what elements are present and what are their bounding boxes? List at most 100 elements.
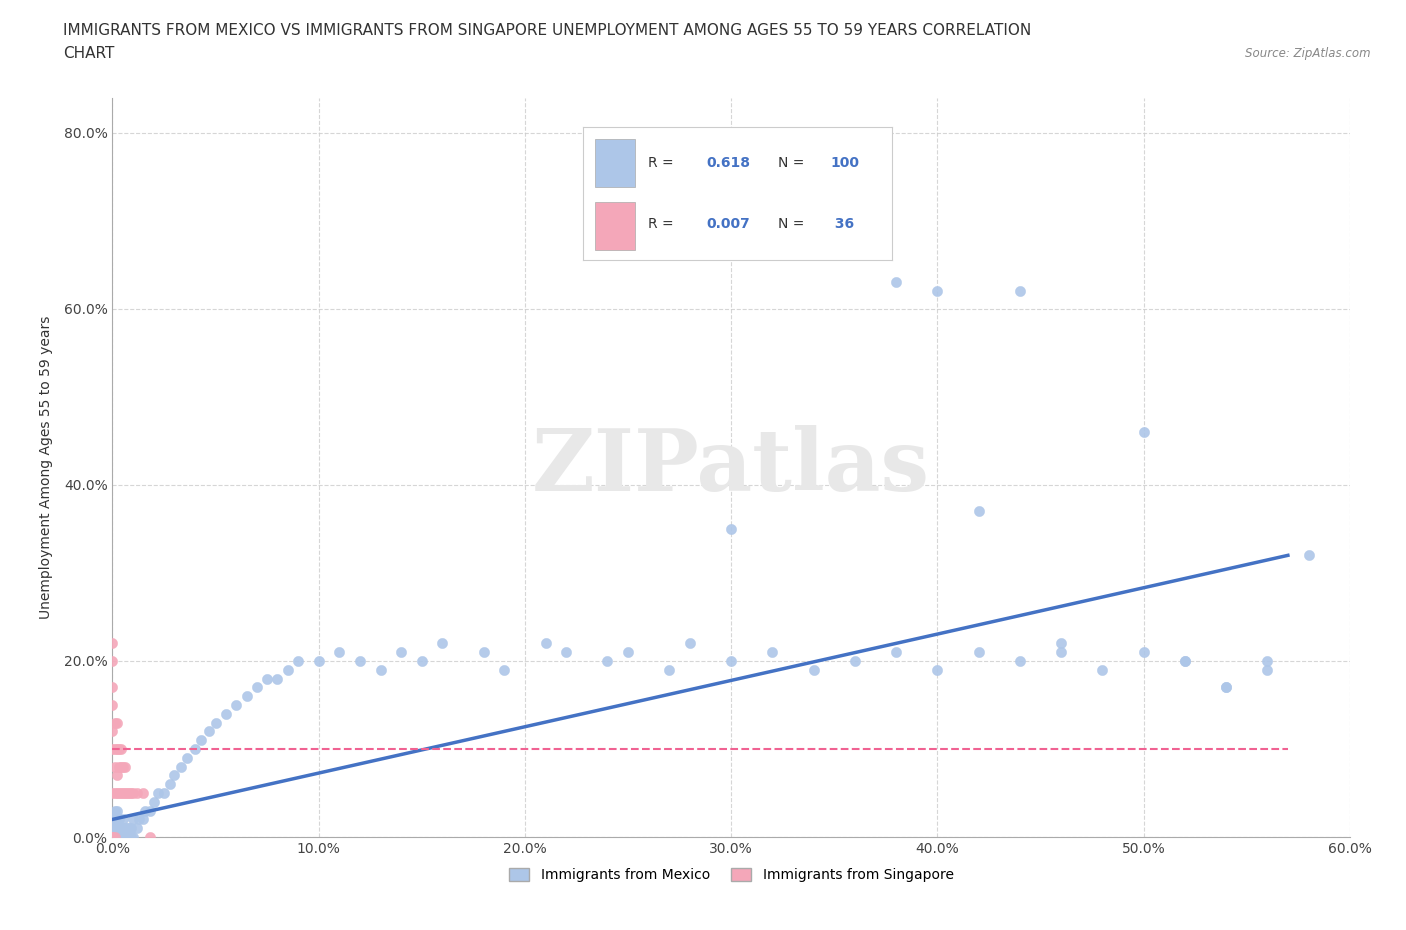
Point — [107, 830, 129, 844]
Point — [103, 821, 125, 836]
Text: ZIPatlas: ZIPatlas — [531, 425, 931, 510]
Point — [115, 821, 138, 836]
Point — [596, 654, 619, 669]
Point — [107, 821, 129, 836]
Point — [1256, 654, 1278, 669]
Point — [107, 759, 129, 774]
Point — [1091, 662, 1114, 677]
Point — [1132, 644, 1154, 659]
Point — [658, 662, 681, 677]
Point — [617, 644, 640, 659]
Point — [190, 733, 212, 748]
Point — [111, 759, 134, 774]
Point — [1050, 644, 1073, 659]
Point — [235, 689, 257, 704]
Point — [134, 804, 156, 818]
Point — [114, 821, 136, 836]
Point — [176, 751, 198, 765]
Point — [120, 830, 142, 844]
Point — [534, 636, 557, 651]
Point — [103, 786, 125, 801]
Point — [105, 715, 128, 730]
Point — [103, 830, 125, 844]
Point — [110, 786, 132, 801]
Point — [122, 786, 145, 801]
Point — [679, 636, 702, 651]
Point — [1008, 654, 1031, 669]
Y-axis label: Unemployment Among Ages 55 to 59 years: Unemployment Among Ages 55 to 59 years — [38, 315, 52, 619]
Point — [720, 654, 742, 669]
Point — [101, 830, 124, 844]
Point — [266, 671, 288, 686]
Point — [101, 830, 124, 844]
Point — [163, 768, 186, 783]
Point — [101, 724, 124, 738]
Point — [169, 759, 191, 774]
Text: IMMIGRANTS FROM MEXICO VS IMMIGRANTS FROM SINGAPORE UNEMPLOYMENT AMONG AGES 55 T: IMMIGRANTS FROM MEXICO VS IMMIGRANTS FRO… — [63, 23, 1032, 38]
Point — [105, 768, 128, 783]
Point — [432, 636, 454, 651]
Point — [132, 812, 155, 827]
Point — [101, 830, 124, 844]
Point — [115, 786, 138, 801]
Point — [1298, 548, 1320, 563]
Point — [120, 821, 142, 836]
Point — [127, 786, 149, 801]
Point — [101, 786, 124, 801]
Point — [105, 830, 128, 844]
Point — [122, 812, 145, 827]
Point — [103, 830, 125, 844]
Point — [159, 777, 181, 791]
Point — [115, 830, 138, 844]
Point — [101, 830, 124, 844]
Point — [107, 786, 129, 801]
Point — [1132, 425, 1154, 440]
Point — [103, 715, 125, 730]
Point — [107, 812, 129, 827]
Point — [1256, 662, 1278, 677]
Point — [1174, 654, 1197, 669]
Point — [555, 644, 578, 659]
Point — [215, 707, 238, 722]
Point — [110, 741, 132, 756]
Point — [287, 654, 309, 669]
Text: Source: ZipAtlas.com: Source: ZipAtlas.com — [1246, 46, 1371, 60]
Point — [411, 654, 433, 669]
Point — [389, 644, 412, 659]
Point — [184, 741, 207, 756]
Point — [204, 715, 226, 730]
Point — [110, 830, 132, 844]
Point — [120, 786, 142, 801]
Point — [105, 821, 128, 836]
Point — [198, 724, 221, 738]
Point — [101, 830, 124, 844]
Point — [153, 786, 176, 801]
Point — [1215, 680, 1237, 695]
Point — [110, 821, 132, 836]
Point — [256, 671, 278, 686]
Point — [105, 786, 128, 801]
Point — [927, 284, 949, 299]
Point — [111, 830, 134, 844]
Point — [967, 504, 990, 519]
Point — [101, 821, 124, 836]
Point — [138, 804, 160, 818]
Text: CHART: CHART — [63, 46, 115, 61]
Point — [246, 680, 269, 695]
Point — [114, 786, 136, 801]
Point — [370, 662, 392, 677]
Point — [118, 786, 141, 801]
Point — [132, 786, 155, 801]
Point — [803, 662, 825, 677]
Point — [225, 698, 247, 712]
Point — [101, 821, 124, 836]
Point — [128, 812, 150, 827]
Point — [118, 830, 141, 844]
Point — [142, 794, 165, 809]
Point — [146, 786, 169, 801]
Point — [101, 830, 124, 844]
Point — [122, 830, 145, 844]
Point — [1215, 680, 1237, 695]
Point — [105, 741, 128, 756]
Point — [138, 830, 160, 844]
